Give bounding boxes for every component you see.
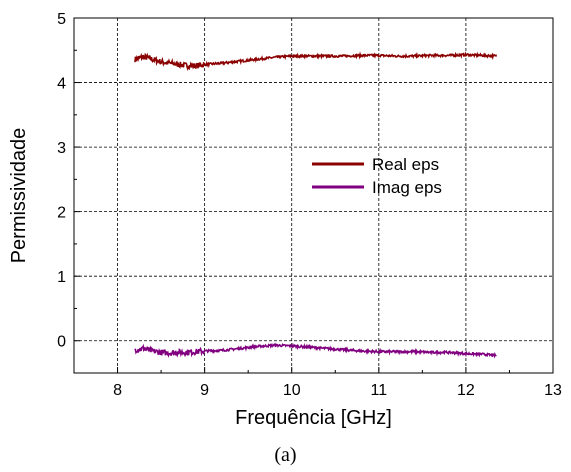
y-tick-label: 0 bbox=[57, 334, 66, 351]
plot-frame bbox=[73, 17, 554, 374]
x-tick-label: 9 bbox=[200, 382, 209, 399]
legend: Real eps Imag eps bbox=[312, 155, 442, 197]
y-tick-label: 3 bbox=[57, 140, 66, 157]
series-layer bbox=[134, 51, 498, 359]
series-line-imag-eps bbox=[134, 342, 497, 359]
y-tick-label: 4 bbox=[57, 76, 66, 93]
x-tick-label: 10 bbox=[283, 382, 301, 399]
x-tick-label: 11 bbox=[371, 382, 388, 399]
x-tick-label: 8 bbox=[113, 382, 122, 399]
grid bbox=[74, 17, 554, 373]
series-line-real-eps bbox=[134, 51, 498, 72]
x-tick-label: 13 bbox=[544, 382, 562, 399]
y-axis-label: Permissividade bbox=[8, 128, 30, 264]
y-tick-label: 5 bbox=[57, 11, 66, 28]
figure-caption: (a) bbox=[274, 444, 297, 466]
x-tick-label: 12 bbox=[457, 382, 475, 399]
legend-label: Imag eps bbox=[372, 178, 442, 197]
x-axis-label: Frequência [GHz] bbox=[235, 407, 392, 429]
legend-label: Real eps bbox=[372, 155, 439, 174]
y-tick-label: 1 bbox=[57, 269, 66, 286]
y-tick-label: 2 bbox=[57, 205, 66, 222]
